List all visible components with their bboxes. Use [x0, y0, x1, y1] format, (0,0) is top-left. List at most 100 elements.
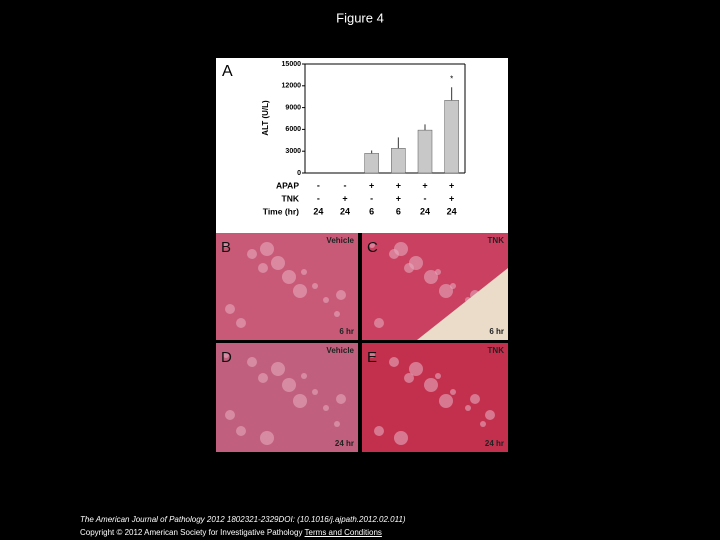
tissue-spot: [323, 405, 329, 411]
tissue-spot: [485, 410, 495, 420]
bar: [391, 148, 406, 174]
panel-treatment: TNK: [488, 346, 505, 355]
tissue-spot: [260, 431, 274, 445]
tissue-spot: [236, 318, 246, 328]
panel-letter: B: [221, 239, 231, 256]
panel-treatment: Vehicle: [326, 236, 354, 245]
tissue-spot: [293, 394, 307, 408]
condition-label: TNK: [282, 193, 300, 203]
condition-value: 24: [447, 206, 457, 216]
chart-panel: [216, 58, 508, 233]
tissue-spot: [301, 269, 307, 275]
tissue-spot: [435, 373, 441, 379]
tissue-spot: [293, 284, 307, 298]
copyright: Copyright © 2012 American Society for In…: [80, 528, 303, 537]
condition-value: 24: [420, 206, 430, 216]
tissue-spot: [301, 373, 307, 379]
condition-value: -: [317, 180, 320, 190]
terms-link[interactable]: Terms and Conditions: [304, 528, 382, 537]
panel-treatment: TNK: [488, 236, 505, 245]
y-tick-label: 0: [297, 170, 301, 177]
figure: Figure 4 A ALT (U/L) 0 3000 6000 9000 12000 1…: [216, 10, 508, 452]
tissue-spot: [394, 242, 408, 256]
panel-time: 24 hr: [485, 439, 504, 448]
tissue-spot: [312, 389, 318, 395]
condition-label: APAP: [276, 180, 299, 190]
y-tick-label: 9000: [285, 104, 301, 111]
condition-value: 24: [313, 206, 323, 216]
tissue-spot: [409, 362, 423, 376]
tissue-spot: [247, 357, 257, 367]
tissue-spot: [424, 378, 438, 392]
y-tick-label: 15000: [282, 61, 302, 68]
condition-value: +: [396, 180, 401, 190]
tissue-spot: [223, 352, 229, 358]
tissue-spot: [374, 426, 384, 436]
bar: [444, 100, 459, 174]
y-tick-label: 3000: [285, 148, 301, 155]
significance-mark: *: [450, 74, 453, 83]
tissue-spot: [465, 405, 471, 411]
panel-letter: D: [221, 349, 232, 366]
tissue-spot: [424, 270, 438, 284]
tissue-spot: [282, 270, 296, 284]
tissue-edge: [417, 268, 508, 340]
tissue-spot: [336, 394, 346, 404]
condition-label: Time (hr): [263, 206, 299, 216]
tissue-spot: [374, 318, 384, 328]
panel-treatment: Vehicle: [326, 346, 354, 355]
condition-value: 6: [396, 206, 401, 216]
panel-letter: C: [367, 239, 378, 256]
tissue-spot: [369, 352, 375, 358]
tissue-spot: [282, 378, 296, 392]
tissue-spot: [404, 373, 414, 383]
condition-value: -: [370, 193, 373, 203]
tissue-spot: [271, 362, 285, 376]
bar: [364, 153, 379, 174]
tissue-spot: [258, 263, 268, 273]
copyright-line: Copyright © 2012 American Society for In…: [80, 528, 382, 537]
condition-value: +: [342, 193, 347, 203]
tissue-spot: [435, 269, 441, 275]
y-axis-label: ALT (U/L): [261, 100, 270, 136]
panel-time: 6 hr: [489, 327, 504, 336]
tissue-spot: [450, 389, 456, 395]
bar: [417, 129, 433, 174]
condition-value: +: [449, 193, 454, 203]
tissue-spot: [336, 290, 346, 300]
tissue-spot: [323, 297, 329, 303]
tissue-spot: [247, 249, 257, 259]
condition-value: +: [422, 180, 427, 190]
tissue-spot: [223, 242, 229, 248]
tissue-spot: [369, 242, 375, 248]
condition-value: +: [369, 180, 374, 190]
y-tick-label: 12000: [282, 83, 302, 90]
figure-title: Figure 4: [336, 10, 384, 25]
panel-letter: E: [367, 349, 377, 366]
tissue-spot: [260, 242, 274, 256]
condition-value: +: [396, 193, 401, 203]
tissue-spot: [409, 256, 423, 270]
tissue-spot: [394, 431, 408, 445]
tissue-spot: [225, 304, 235, 314]
tissue-spot: [312, 283, 318, 289]
tissue-spot: [389, 357, 399, 367]
histology-image: [362, 343, 508, 452]
tissue-spot: [470, 394, 480, 404]
tissue-spot: [439, 284, 453, 298]
tissue-spot: [236, 426, 246, 436]
tissue-spot: [439, 394, 453, 408]
condition-value: -: [424, 193, 427, 203]
condition-value: -: [317, 193, 320, 203]
y-tick-label: 6000: [285, 126, 301, 133]
tissue-spot: [271, 256, 285, 270]
tissue-spot: [480, 421, 486, 427]
tissue-spot: [334, 421, 340, 427]
panel-time: 24 hr: [335, 439, 354, 448]
condition-value: 24: [340, 206, 350, 216]
tissue-spot: [450, 283, 456, 289]
condition-value: +: [449, 180, 454, 190]
tissue-spot: [225, 410, 235, 420]
citation: The American Journal of Pathology 2012 1…: [80, 515, 406, 524]
